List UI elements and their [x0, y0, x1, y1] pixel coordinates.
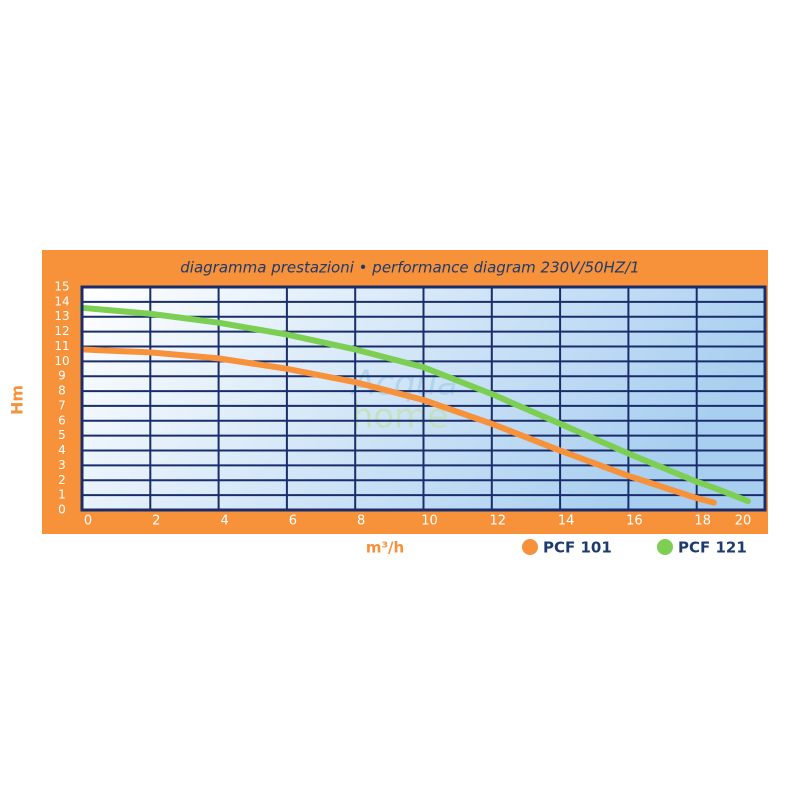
- legend-label: PCF 101: [543, 539, 612, 557]
- y-tick-label: 6: [58, 413, 66, 427]
- y-tick-label: 0: [58, 503, 66, 517]
- x-tick-label: 12: [490, 514, 507, 529]
- x-tick-label: 0: [84, 514, 92, 529]
- y-tick-label: 11: [54, 339, 69, 353]
- series-line: [79, 346, 717, 506]
- legend-marker: [522, 539, 538, 555]
- x-tick-label: 14: [558, 514, 575, 529]
- x-tick-label: 20: [735, 514, 752, 529]
- y-tick-label: 8: [58, 384, 66, 398]
- y-tick-label: 9: [58, 369, 66, 383]
- y-tick-label: 7: [58, 398, 66, 412]
- legend-marker: [657, 539, 673, 555]
- x-tick-label: 2: [152, 514, 160, 529]
- y-tick-label: 1: [58, 488, 66, 502]
- x-tick-label: 10: [421, 514, 438, 529]
- y-tick-label: 2: [58, 473, 66, 487]
- x-tick-label: 18: [694, 514, 711, 529]
- x-tick-label: 4: [220, 514, 228, 529]
- x-axis-label: m³/h: [366, 539, 404, 557]
- y-tick-label: 5: [58, 428, 66, 442]
- y-tick-label: 13: [54, 309, 69, 323]
- y-axis-label: Hm: [8, 385, 27, 415]
- legend-label: PCF 121: [678, 539, 747, 557]
- x-tick-label: 8: [357, 514, 365, 529]
- chart-title: diagramma prestazioni • performance diag…: [180, 259, 639, 277]
- x-tick-label: 6: [289, 514, 297, 529]
- y-tick-label: 14: [54, 294, 69, 308]
- y-tick-label: 4: [58, 443, 66, 457]
- y-tick-label: 10: [54, 354, 69, 368]
- y-tick-label: 12: [54, 324, 69, 338]
- plot-border: [80, 285, 767, 512]
- series-line: [79, 304, 751, 505]
- y-tick-label: 15: [54, 280, 69, 294]
- x-tick-label: 16: [626, 514, 643, 529]
- y-tick-label: 3: [58, 458, 66, 472]
